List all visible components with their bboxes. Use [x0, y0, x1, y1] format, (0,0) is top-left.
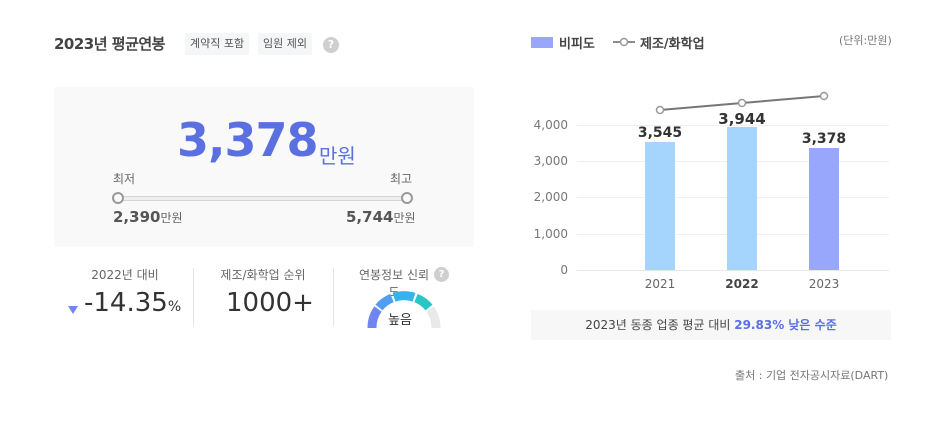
legend-industry-label: 제조/화학업: [640, 37, 705, 52]
min-label: 최저: [113, 172, 136, 186]
range-max-marker: [401, 192, 413, 204]
max-salary-unit: 만원: [393, 211, 416, 225]
bar-2021[interactable]: [645, 142, 675, 270]
y-tick: 1,000: [533, 227, 568, 241]
min-salary-unit: 만원: [160, 211, 183, 225]
max-salary: 5,744만원: [346, 208, 416, 226]
y-tick: 4,000: [533, 118, 568, 132]
legend-industry-line-icon: [613, 37, 635, 47]
industry-point-2023: [819, 91, 829, 101]
industry-point-2021: [655, 105, 665, 115]
reliability-label: 연봉정보 신뢰도: [358, 268, 430, 299]
average-salary-value: 3,378: [177, 113, 319, 167]
max-label: 최고: [390, 172, 413, 186]
industry-comparison-banner: 2023년 동종 업종 평균 대비 29.83% 낮은 수준: [531, 310, 891, 340]
yoy-unit: %: [167, 299, 182, 315]
max-salary-value: 5,744: [346, 208, 394, 226]
rank-label: 제조/화학업 순위: [220, 268, 306, 282]
yoy-change: -14.35%: [84, 288, 181, 318]
bar-label-2021: 3,545: [637, 125, 683, 141]
salary-summary-panel: [54, 87, 474, 247]
tag-executives-excluded: 임원 제외: [258, 33, 312, 55]
average-salary-unit: 만원: [319, 144, 356, 168]
bar-label-2022: 3,944: [718, 110, 766, 128]
x-tick-2021: 2021: [644, 277, 676, 291]
reliability-value: 높음: [388, 313, 412, 328]
bar-label-2023: 3,378: [801, 131, 847, 147]
data-source-note: 출처 : 기업 전자공시자료(DART): [735, 369, 889, 382]
y-tick: 0: [560, 263, 568, 277]
range-min-marker: [112, 192, 124, 204]
unit-note: (단위:만원): [839, 34, 892, 47]
y-tick: 2,000: [533, 190, 568, 204]
min-salary: 2,390만원: [113, 208, 183, 226]
yoy-label: 2022년 대비: [91, 268, 159, 282]
gridline: [577, 125, 889, 126]
industry-line-series: [655, 91, 829, 115]
comparison-text: 2023년 동종 업종 평균 대비: [585, 318, 735, 332]
legend-company-label: 비피도: [559, 37, 595, 52]
rank-value: 1000+: [226, 288, 314, 318]
page-title: 2023년 평균연봉: [54, 35, 165, 53]
salary-range-bar: [118, 196, 408, 201]
tag-contract-included: 계약직 포함: [185, 33, 250, 55]
comparison-highlight: 29.83% 낮은 수준: [734, 318, 837, 332]
x-tick-2023: 2023: [808, 277, 840, 291]
divider: [193, 268, 194, 326]
yoy-value: -14.35: [84, 288, 168, 318]
legend-company-swatch: [531, 37, 553, 48]
help-icon[interactable]: ?: [323, 37, 339, 53]
x-axis-line: [577, 270, 889, 271]
y-tick: 3,000: [533, 154, 568, 168]
industry-point-2022: [737, 98, 747, 108]
x-tick-2022: 2022: [725, 277, 759, 291]
bar-2023[interactable]: [809, 148, 839, 270]
divider: [333, 268, 334, 326]
down-arrow-icon: [68, 306, 78, 314]
min-salary-value: 2,390: [113, 208, 161, 226]
reliability-help-icon[interactable]: ?: [434, 267, 449, 282]
bar-2022[interactable]: [727, 127, 757, 270]
reliability-gauge-icon: [367, 291, 441, 329]
